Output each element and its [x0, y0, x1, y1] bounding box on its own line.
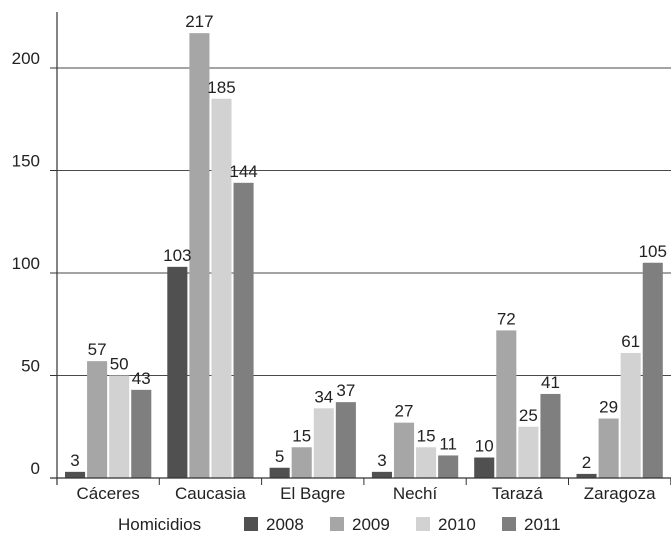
- data-label-2010-0: 50: [110, 355, 129, 374]
- category-label-2: El Bagre: [280, 484, 345, 503]
- grid-lines: [57, 67, 671, 376]
- data-label-2009-0: 57: [88, 340, 107, 359]
- data-label-2009-4: 72: [497, 309, 516, 328]
- data-label-2010-1: 185: [207, 78, 235, 97]
- bar-2010-5: [620, 352, 641, 478]
- legend-title: Homicidios: [118, 515, 201, 534]
- data-label-2011-0: 43: [132, 369, 151, 388]
- bar-2011-4: [540, 393, 561, 478]
- data-label-2010-5: 61: [621, 332, 640, 351]
- data-label-2010-3: 15: [417, 426, 436, 445]
- data-label-2008-1: 103: [163, 246, 191, 265]
- data-label-2008-0: 3: [70, 451, 79, 470]
- bar-2010-2: [313, 408, 334, 478]
- legend-swatch-2009: [330, 517, 344, 531]
- bar-2008-3: [371, 471, 392, 478]
- legend-label-2009: 2009: [352, 515, 390, 534]
- data-label-2009-3: 27: [395, 402, 414, 421]
- bar-2008-2: [269, 467, 290, 478]
- data-label-2008-3: 3: [377, 451, 386, 470]
- y-tick-label-150: 150: [12, 152, 40, 171]
- y-tick-label-200: 200: [12, 49, 40, 68]
- data-label-2009-2: 15: [292, 426, 311, 445]
- bar-2008-1: [167, 266, 188, 478]
- y-tick-label-50: 50: [21, 357, 40, 376]
- bar-2011-0: [131, 389, 152, 478]
- y-tick-label-100: 100: [12, 254, 40, 273]
- y-axis-ticks: 0 50 100 150 200: [12, 49, 57, 479]
- data-label-2010-2: 34: [314, 387, 333, 406]
- y-tick-label-0: 0: [31, 459, 40, 478]
- category-label-3: Nechí: [393, 484, 438, 503]
- category-label-1: Caucasia: [175, 484, 246, 503]
- data-label-2011-3: 11: [439, 434, 457, 453]
- bar-2009-1: [189, 33, 210, 479]
- x-axis-categories: Cáceres Caucasia El Bagre Nechí Tarazá Zarago…: [76, 478, 671, 503]
- category-label-4: Tarazá: [492, 484, 544, 503]
- data-label-2008-2: 5: [275, 447, 284, 466]
- data-label-2011-1: 144: [229, 162, 257, 181]
- bar-2010-3: [416, 447, 437, 478]
- bar-2008-5: [576, 473, 597, 478]
- data-label-2011-5: 105: [639, 242, 667, 261]
- bar-2009-5: [598, 418, 619, 478]
- bars: [65, 33, 663, 479]
- bar-2011-3: [438, 455, 459, 478]
- category-label-5: Zaragoza: [584, 484, 656, 503]
- category-label-0: Cáceres: [76, 484, 139, 503]
- legend-swatch-2008: [244, 517, 258, 531]
- bar-2010-0: [109, 375, 130, 478]
- legend-swatch-2011: [502, 517, 516, 531]
- legend-label-2008: 2008: [266, 515, 304, 534]
- legend-label-2011: 2011: [524, 515, 561, 534]
- data-label-2011-2: 37: [336, 381, 355, 400]
- data-label-2008-4: 10: [475, 437, 494, 456]
- data-label-2009-5: 29: [599, 398, 618, 417]
- legend-label-2010: 2010: [438, 515, 476, 534]
- bar-2009-3: [393, 422, 415, 478]
- data-label-2010-4: 25: [519, 406, 538, 425]
- bar-2008-0: [65, 471, 86, 478]
- legend: Homicidios 2008 2009 2010 2011: [118, 515, 561, 534]
- bar-2009-4: [496, 330, 517, 478]
- axes: [50, 12, 671, 485]
- bar-2009-0: [87, 361, 108, 478]
- data-label-2011-4: 41: [541, 373, 560, 392]
- data-label-2008-5: 2: [582, 453, 591, 472]
- bar-2009-2: [291, 447, 312, 478]
- data-label-2009-1: 217: [185, 12, 213, 31]
- legend-swatch-2010: [416, 517, 430, 531]
- bar-2011-1: [233, 182, 254, 479]
- bar-2011-2: [335, 402, 356, 478]
- bar-2010-1: [211, 98, 232, 478]
- bar-2010-4: [518, 426, 539, 478]
- bar-2008-4: [474, 457, 495, 478]
- bar-2011-5: [642, 262, 663, 478]
